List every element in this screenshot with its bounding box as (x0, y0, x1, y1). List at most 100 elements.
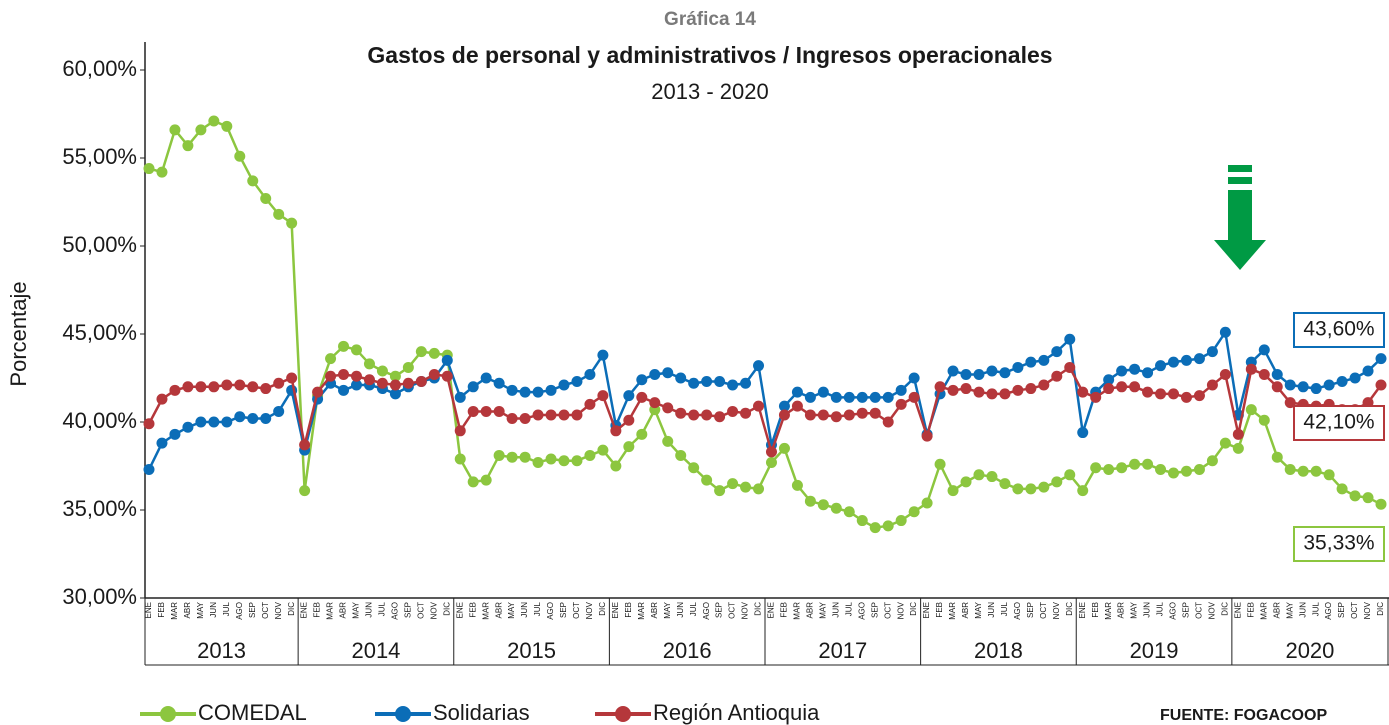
data-point (208, 416, 220, 428)
x-tick-label: NOV (1052, 601, 1061, 619)
data-point (610, 425, 622, 437)
x-tick-label: MAY (507, 601, 516, 618)
x-tick-label: OCT (1039, 602, 1048, 619)
data-point (688, 409, 700, 421)
x-tick-label: MAR (1259, 602, 1268, 620)
data-point (662, 402, 674, 414)
data-point (1090, 391, 1102, 403)
x-tick-label: ABR (1117, 602, 1126, 619)
data-point (1258, 368, 1270, 380)
data-point (1129, 458, 1141, 470)
data-point (1284, 397, 1296, 409)
y-axis-label: Porcentaje (6, 281, 31, 386)
data-point (765, 446, 777, 458)
data-point (156, 166, 168, 178)
data-point (415, 376, 427, 388)
x-tick-label: FEB (157, 602, 166, 618)
data-point (1038, 481, 1050, 493)
data-point (143, 464, 155, 476)
x-tick-label: OCT (1195, 602, 1204, 619)
data-point (376, 377, 388, 389)
x-tick-label: OCT (883, 602, 892, 619)
data-point (415, 346, 427, 358)
data-point (1155, 388, 1167, 400)
data-point (234, 411, 246, 423)
data-point (286, 372, 298, 384)
data-point (597, 444, 609, 456)
data-point (389, 388, 401, 400)
data-point (843, 506, 855, 518)
data-point (908, 372, 920, 384)
year-label: 2013 (197, 638, 246, 663)
x-tick-label: JUN (209, 602, 218, 618)
data-point (1025, 483, 1037, 495)
data-point (376, 365, 388, 377)
data-point (428, 347, 440, 359)
data-point (156, 393, 168, 405)
data-point (350, 344, 362, 356)
data-point (1142, 367, 1154, 379)
x-tick-label: ENE (455, 602, 464, 618)
data-point (753, 483, 765, 495)
data-point (869, 391, 881, 403)
x-tick-label: DIC (287, 602, 296, 616)
data-point (467, 476, 479, 488)
end-label: 35,33% (1303, 532, 1374, 555)
data-point (480, 405, 492, 417)
data-point (791, 479, 803, 491)
data-point (169, 124, 181, 136)
data-point (1142, 386, 1154, 398)
data-point (662, 367, 674, 379)
data-point (623, 414, 635, 426)
data-point (636, 374, 648, 386)
data-point (1336, 483, 1348, 495)
data-point (234, 150, 246, 162)
data-point (467, 405, 479, 417)
data-point (778, 409, 790, 421)
data-point (338, 340, 350, 352)
x-tick-label: AGO (235, 602, 244, 620)
data-point (519, 451, 531, 463)
data-point (584, 449, 596, 461)
data-point (1051, 346, 1063, 358)
x-tick-label: AGO (857, 602, 866, 620)
data-point (1284, 464, 1296, 476)
arrow (1214, 165, 1266, 270)
chart-subtitle: 2013 - 2020 (651, 79, 768, 104)
data-point (545, 384, 557, 396)
data-point (714, 485, 726, 497)
data-point (1193, 353, 1205, 365)
chart-number: Gráfica 14 (664, 9, 756, 30)
x-tick-label: ABR (183, 602, 192, 619)
x-tick-label: DIC (909, 602, 918, 616)
data-point (934, 458, 946, 470)
data-point (1168, 388, 1180, 400)
data-point (1271, 368, 1283, 380)
legend-dot (160, 706, 176, 722)
data-point (856, 391, 868, 403)
data-point (740, 377, 752, 389)
data-point (623, 441, 635, 453)
x-tick-label: DIC (598, 602, 607, 616)
x-tick-label: MAR (481, 602, 490, 620)
x-tick-label: ABR (961, 602, 970, 619)
data-point (1219, 326, 1231, 338)
data-point (1090, 462, 1102, 474)
x-tick-label: DIC (1065, 602, 1074, 616)
data-point (947, 485, 959, 497)
x-tick-label: AGO (1013, 602, 1022, 620)
data-point (260, 412, 272, 424)
y-tick-label: 35,00% (62, 496, 137, 521)
x-tick-label: FEB (624, 602, 633, 618)
data-point (714, 411, 726, 423)
year-label: 2015 (507, 638, 556, 663)
x-tick-label: NOV (741, 601, 750, 619)
data-point (973, 386, 985, 398)
data-point (208, 381, 220, 393)
x-tick-label: JUL (1000, 601, 1009, 616)
data-point (1336, 376, 1348, 388)
x-tick-label: FEB (1246, 602, 1255, 618)
data-point (882, 520, 894, 532)
data-point (986, 471, 998, 483)
y-tick-label: 45,00% (62, 320, 137, 345)
